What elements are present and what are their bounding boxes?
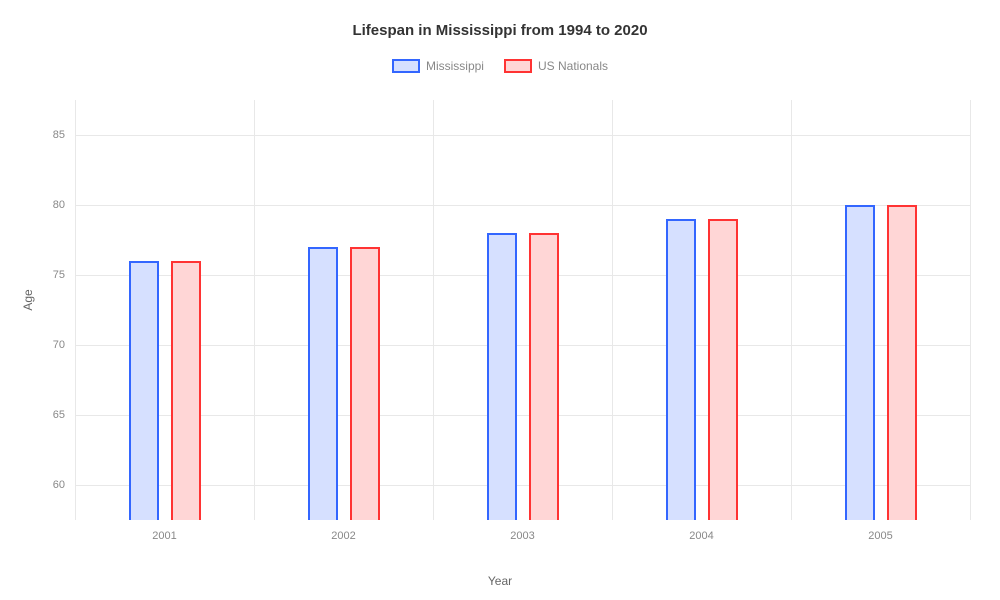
chart-container: Lifespan in Mississippi from 1994 to 202… [0, 0, 1000, 600]
x-tick-label: 2004 [689, 530, 713, 542]
legend-item-mississippi: Mississippi [392, 59, 484, 73]
plot-area: 60657075808520012002200320042005 [75, 100, 970, 520]
bar-us-nationals [350, 247, 380, 520]
bar-us-nationals [171, 261, 201, 520]
bar-mississippi [845, 205, 875, 520]
grid-line-horizontal [75, 415, 970, 416]
grid-line-vertical [75, 100, 76, 520]
legend-label: US Nationals [538, 59, 608, 73]
bar-us-nationals [529, 233, 559, 520]
legend-item-us-nationals: US Nationals [504, 59, 608, 73]
grid-line-vertical [254, 100, 255, 520]
grid-line-horizontal [75, 205, 970, 206]
x-tick-label: 2002 [331, 530, 355, 542]
y-tick-label: 65 [53, 409, 65, 421]
y-axis-label: Age [21, 289, 35, 310]
x-tick-label: 2003 [510, 530, 534, 542]
bar-mississippi [308, 247, 338, 520]
grid-line-vertical [612, 100, 613, 520]
legend-swatch-mississippi [392, 59, 420, 73]
legend-swatch-us-nationals [504, 59, 532, 73]
y-tick-label: 60 [53, 479, 65, 491]
x-axis-label: Year [488, 574, 512, 588]
y-tick-label: 70 [53, 339, 65, 351]
x-tick-label: 2001 [152, 530, 176, 542]
bar-us-nationals [887, 205, 917, 520]
legend: Mississippi US Nationals [0, 59, 1000, 73]
bar-mississippi [666, 219, 696, 520]
chart-title: Lifespan in Mississippi from 1994 to 202… [0, 0, 1000, 39]
bar-mississippi [129, 261, 159, 520]
x-tick-label: 2005 [868, 530, 892, 542]
bar-us-nationals [708, 219, 738, 520]
grid-line-vertical [433, 100, 434, 520]
legend-label: Mississippi [426, 59, 484, 73]
bar-mississippi [487, 233, 517, 520]
grid-line-horizontal [75, 275, 970, 276]
y-tick-label: 85 [53, 129, 65, 141]
y-tick-label: 75 [53, 269, 65, 281]
grid-line-horizontal [75, 485, 970, 486]
grid-line-vertical [791, 100, 792, 520]
grid-line-horizontal [75, 345, 970, 346]
grid-line-vertical [970, 100, 971, 520]
y-tick-label: 80 [53, 199, 65, 211]
grid-line-horizontal [75, 135, 970, 136]
